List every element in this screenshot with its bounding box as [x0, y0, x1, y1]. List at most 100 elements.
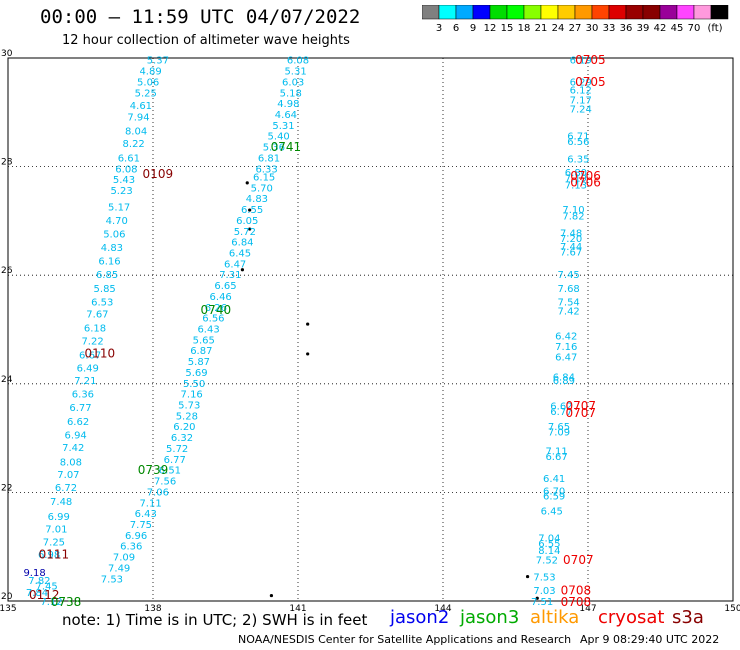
- pass-time-label: 0707: [565, 399, 596, 413]
- wave-height-value: 7.04: [538, 534, 560, 545]
- wave-height-value: 6.47: [224, 259, 246, 270]
- island-marker: [525, 574, 530, 579]
- wave-height-value: 6.08: [115, 164, 137, 175]
- wave-height-value: 7.42: [62, 443, 84, 454]
- pass-time-label: 0708: [561, 595, 592, 609]
- wave-height-value: 6.41: [543, 474, 565, 485]
- wave-height-value: 7.82: [28, 576, 50, 587]
- wave-height-value: 7.67: [86, 309, 108, 320]
- wave-height-value: 6.15: [253, 172, 275, 183]
- wave-height-value: 8.22: [123, 139, 145, 150]
- footer-credit: NOAA/NESDIS Center for Satellite Applica…: [238, 633, 572, 646]
- wave-height-value: 6.42: [555, 332, 577, 343]
- wave-height-value: 4.83: [246, 194, 268, 205]
- wave-height-value: 6.29: [570, 77, 592, 88]
- wave-height-value: 6.35: [567, 155, 589, 166]
- wave-height-value: 6.59: [543, 492, 565, 503]
- wave-height-value: 7.68: [558, 284, 580, 295]
- wave-height-value: 4.83: [101, 243, 123, 254]
- wave-height-value: 9.18: [23, 568, 45, 579]
- island-marker: [306, 352, 310, 356]
- wave-height-value: 6.94: [65, 430, 87, 441]
- wave-height-value: 7.53: [533, 573, 555, 584]
- pass-time-label: 0705: [575, 53, 606, 67]
- wave-height-value: 5.73: [178, 401, 200, 412]
- wave-height-value: 7.65: [548, 422, 570, 433]
- wave-height-value: 7.22: [81, 336, 103, 347]
- wave-height-value: 8.14: [538, 546, 560, 557]
- wave-height-value: 7.49: [108, 563, 130, 574]
- wave-height-value: 6.36: [72, 390, 94, 401]
- wave-height-value: 5.18: [280, 88, 302, 99]
- lat-tick-label: 30: [1, 49, 13, 59]
- wave-height-value: 5.25: [135, 88, 157, 99]
- wave-height-value: 5.37: [147, 56, 169, 67]
- color-scale-label: 6: [453, 23, 459, 34]
- wave-height-value: 6.43: [135, 509, 157, 520]
- wave-height-value: 5.36: [263, 143, 285, 154]
- legend-jason2: jason2: [390, 607, 450, 628]
- wave-height-value: 5.69: [185, 368, 207, 379]
- wave-height-value: 6.71: [567, 132, 589, 143]
- color-scale-label: 33: [603, 23, 616, 34]
- wave-height-value: 7.48: [50, 497, 72, 508]
- color-scale-label: 12: [484, 23, 497, 34]
- color-scale-label: (ft): [707, 23, 722, 34]
- wave-height-value: 6.56: [567, 137, 589, 148]
- lon-tick-label: 144: [434, 604, 451, 614]
- wave-height-value: 6.43: [197, 325, 219, 336]
- wave-height-value: 7.16: [555, 342, 577, 353]
- lon-tick-label: 147: [579, 604, 596, 614]
- wave-height-value: 5.40: [268, 132, 290, 143]
- wave-height-value: 7.09: [113, 553, 135, 564]
- wave-height-value: 5.43: [113, 175, 135, 186]
- wave-height-value: 7.19: [565, 174, 587, 185]
- wave-height-value: 7.45: [558, 270, 580, 281]
- wave-height-value: 5.72: [166, 444, 188, 455]
- wave-height-value: 6.85: [96, 270, 118, 281]
- wave-height-value: 7.75: [130, 520, 152, 531]
- wave-height-value: 7.54: [558, 297, 580, 308]
- wave-height-value: 6.77: [550, 407, 572, 418]
- wave-height-value: 6.81: [258, 153, 280, 164]
- wave-height-value: 6.53: [91, 297, 113, 308]
- pass-time-label: 0705: [575, 75, 606, 89]
- legend-jason3: jason3: [460, 607, 520, 628]
- wave-height-value: 6.45: [229, 248, 251, 259]
- wave-height-value: 8.08: [60, 458, 82, 469]
- wave-height-value: 7.16: [181, 390, 203, 401]
- wave-height-value: 7.01: [45, 524, 67, 535]
- wave-height-value: 7.20: [560, 234, 582, 245]
- wave-height-value: 6.16: [98, 257, 120, 268]
- lon-tick-label: 141: [289, 604, 306, 614]
- lon-tick-label: 150: [724, 604, 740, 614]
- island-marker: [535, 596, 539, 600]
- wave-height-value: 5.72: [234, 227, 256, 238]
- wave-height-value: 7.06: [147, 487, 169, 498]
- color-scale-label: 24: [552, 23, 565, 34]
- wave-height-value: 6.72: [55, 483, 77, 494]
- wave-height-value: 6.55: [538, 539, 560, 550]
- wave-height-value: 7.51: [531, 597, 553, 608]
- wave-height-value: 5.17: [108, 202, 130, 213]
- wave-height-value: 4.70: [106, 216, 128, 227]
- lon-tick-label: 138: [144, 604, 161, 614]
- wave-height-value: 7.44: [560, 242, 582, 253]
- wave-height-value: 5.06: [103, 229, 125, 240]
- color-scale-label: 9: [470, 23, 476, 34]
- lat-tick-label: 28: [1, 158, 13, 168]
- wave-height-value: 5.31: [284, 67, 306, 78]
- wave-height-value: 7.09: [548, 428, 570, 439]
- wave-height-value: 5.28: [176, 411, 198, 422]
- wave-height-value: 7.13: [565, 181, 587, 192]
- island-marker: [240, 268, 245, 272]
- wave-height-value: 7.07: [57, 470, 79, 481]
- legend-cryosat: cryosat: [598, 607, 665, 628]
- color-scale-label: 36: [620, 23, 633, 34]
- wave-height-value: 6.03: [282, 77, 304, 88]
- note-text: note: 1) Time is in UTC; 2) SWH is in fe…: [62, 611, 368, 629]
- wave-height-value: 6.47: [555, 353, 577, 364]
- island-marker: [245, 181, 249, 185]
- wave-height-value: 7.12: [40, 597, 62, 608]
